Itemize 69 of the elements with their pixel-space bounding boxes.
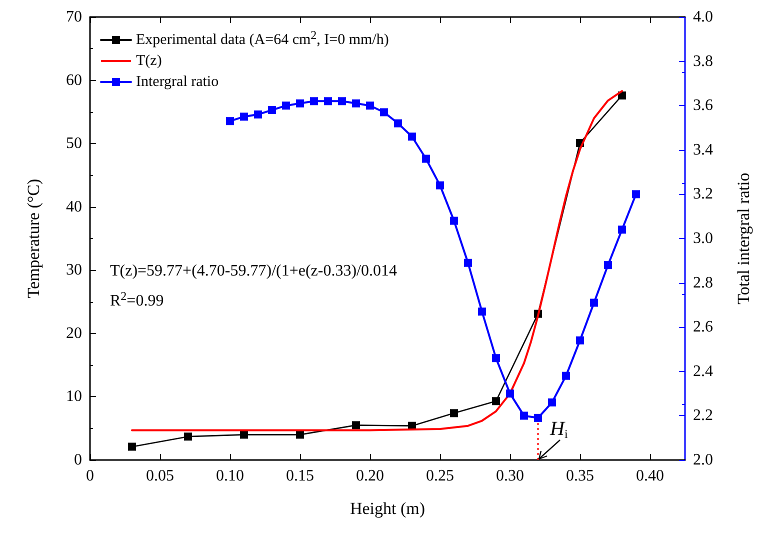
- point: [324, 97, 332, 106]
- point: [464, 258, 472, 267]
- x-tick-label: 0.20: [356, 468, 384, 484]
- x-tick-label: 0.25: [426, 468, 454, 484]
- y-tick-label: 10: [66, 388, 82, 406]
- point: [520, 412, 528, 420]
- y2-tick-label: 2.6: [693, 318, 713, 336]
- point: [128, 442, 136, 451]
- y-tick-label: 60: [66, 72, 82, 89]
- y2-tick-label: 2.8: [693, 274, 713, 292]
- y2-tick-label: 4.0: [693, 8, 713, 26]
- y2-axis-title: Total intergral ratio: [734, 172, 753, 304]
- point: [632, 190, 640, 198]
- point: [366, 102, 374, 110]
- y2-tick-label: 2.4: [693, 362, 713, 380]
- point: [226, 117, 234, 126]
- x-axis-title: Height (m): [350, 499, 426, 518]
- x-tick-label: 0: [86, 468, 94, 484]
- legend-label: T(z): [136, 53, 162, 69]
- point: [436, 181, 444, 190]
- annotation: T(z)=59.77+(4.70-59.77)/(1+e(z-0.33)/0.014: [110, 262, 397, 280]
- point: [282, 102, 290, 110]
- point: [310, 97, 318, 106]
- point: [408, 132, 416, 141]
- point: [394, 119, 402, 128]
- y2-tick-label: 3.6: [693, 97, 713, 114]
- point: [562, 372, 570, 380]
- y-tick-label: 70: [66, 8, 82, 26]
- point: [450, 216, 458, 225]
- legend-label: Intergral ratio: [136, 74, 219, 90]
- point: [268, 106, 276, 114]
- y2-tick-label: 3.8: [693, 52, 713, 70]
- point: [352, 99, 360, 108]
- x-tick-label: 0.40: [636, 468, 664, 484]
- y-axis-title: Temperature (°C): [24, 178, 43, 298]
- point: [450, 409, 458, 418]
- x-tick-label: 0.15: [286, 468, 314, 484]
- x-tick-label: 0.35: [566, 468, 594, 484]
- point: [184, 432, 192, 441]
- point: [240, 112, 248, 121]
- point: [352, 421, 360, 430]
- x-tick-label: 0.30: [496, 468, 524, 484]
- y2-tick-label: 3.2: [693, 186, 713, 203]
- y-tick-label: 0: [74, 452, 82, 468]
- x-tick-label: 0.05: [146, 468, 174, 484]
- point: [618, 226, 626, 234]
- y2-tick-label: 2.0: [693, 452, 713, 468]
- y2-tick-label: 2.2: [693, 407, 713, 424]
- point: [422, 154, 430, 163]
- point: [338, 97, 346, 106]
- point: [380, 108, 388, 116]
- y-tick-label: 40: [66, 198, 82, 216]
- point: [604, 261, 612, 270]
- point: [296, 99, 304, 108]
- point: [548, 398, 556, 406]
- point: [576, 336, 584, 344]
- point: [492, 397, 500, 406]
- y-tick-label: 30: [66, 262, 82, 279]
- point: [590, 298, 598, 307]
- point: [506, 390, 514, 398]
- point: [254, 110, 262, 118]
- x-tick-label: 0.10: [216, 468, 244, 484]
- y2-tick-label: 3.0: [693, 230, 713, 247]
- point: [478, 308, 486, 316]
- y-tick-label: 20: [66, 324, 82, 342]
- y2-tick-label: 3.4: [693, 141, 713, 158]
- point: [534, 414, 542, 422]
- y-tick-label: 50: [66, 135, 82, 152]
- point: [492, 354, 500, 362]
